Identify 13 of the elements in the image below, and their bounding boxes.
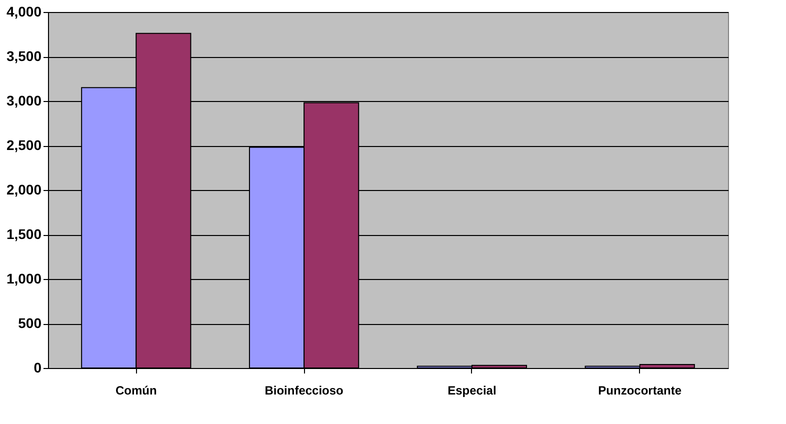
y-tick-label: 3,500	[6, 48, 42, 64]
y-tick-label: 500	[18, 315, 42, 331]
x-tick-label: Común	[115, 384, 157, 398]
x-tick-label: Bioinfeccioso	[264, 384, 344, 398]
y-tick-label: 0	[34, 360, 42, 376]
x-tick-label: Punzocortante	[598, 384, 682, 398]
x-tick-label: Especial	[448, 384, 496, 398]
y-tick-label: 2,000	[6, 182, 42, 198]
y-tick-label: 4,000	[6, 4, 42, 20]
y-tick-label: 2,500	[6, 137, 42, 153]
y-tick-label: 1,000	[6, 270, 42, 286]
y-tick-label: 1,500	[6, 226, 42, 242]
y-tick-label: 3,000	[6, 92, 42, 108]
